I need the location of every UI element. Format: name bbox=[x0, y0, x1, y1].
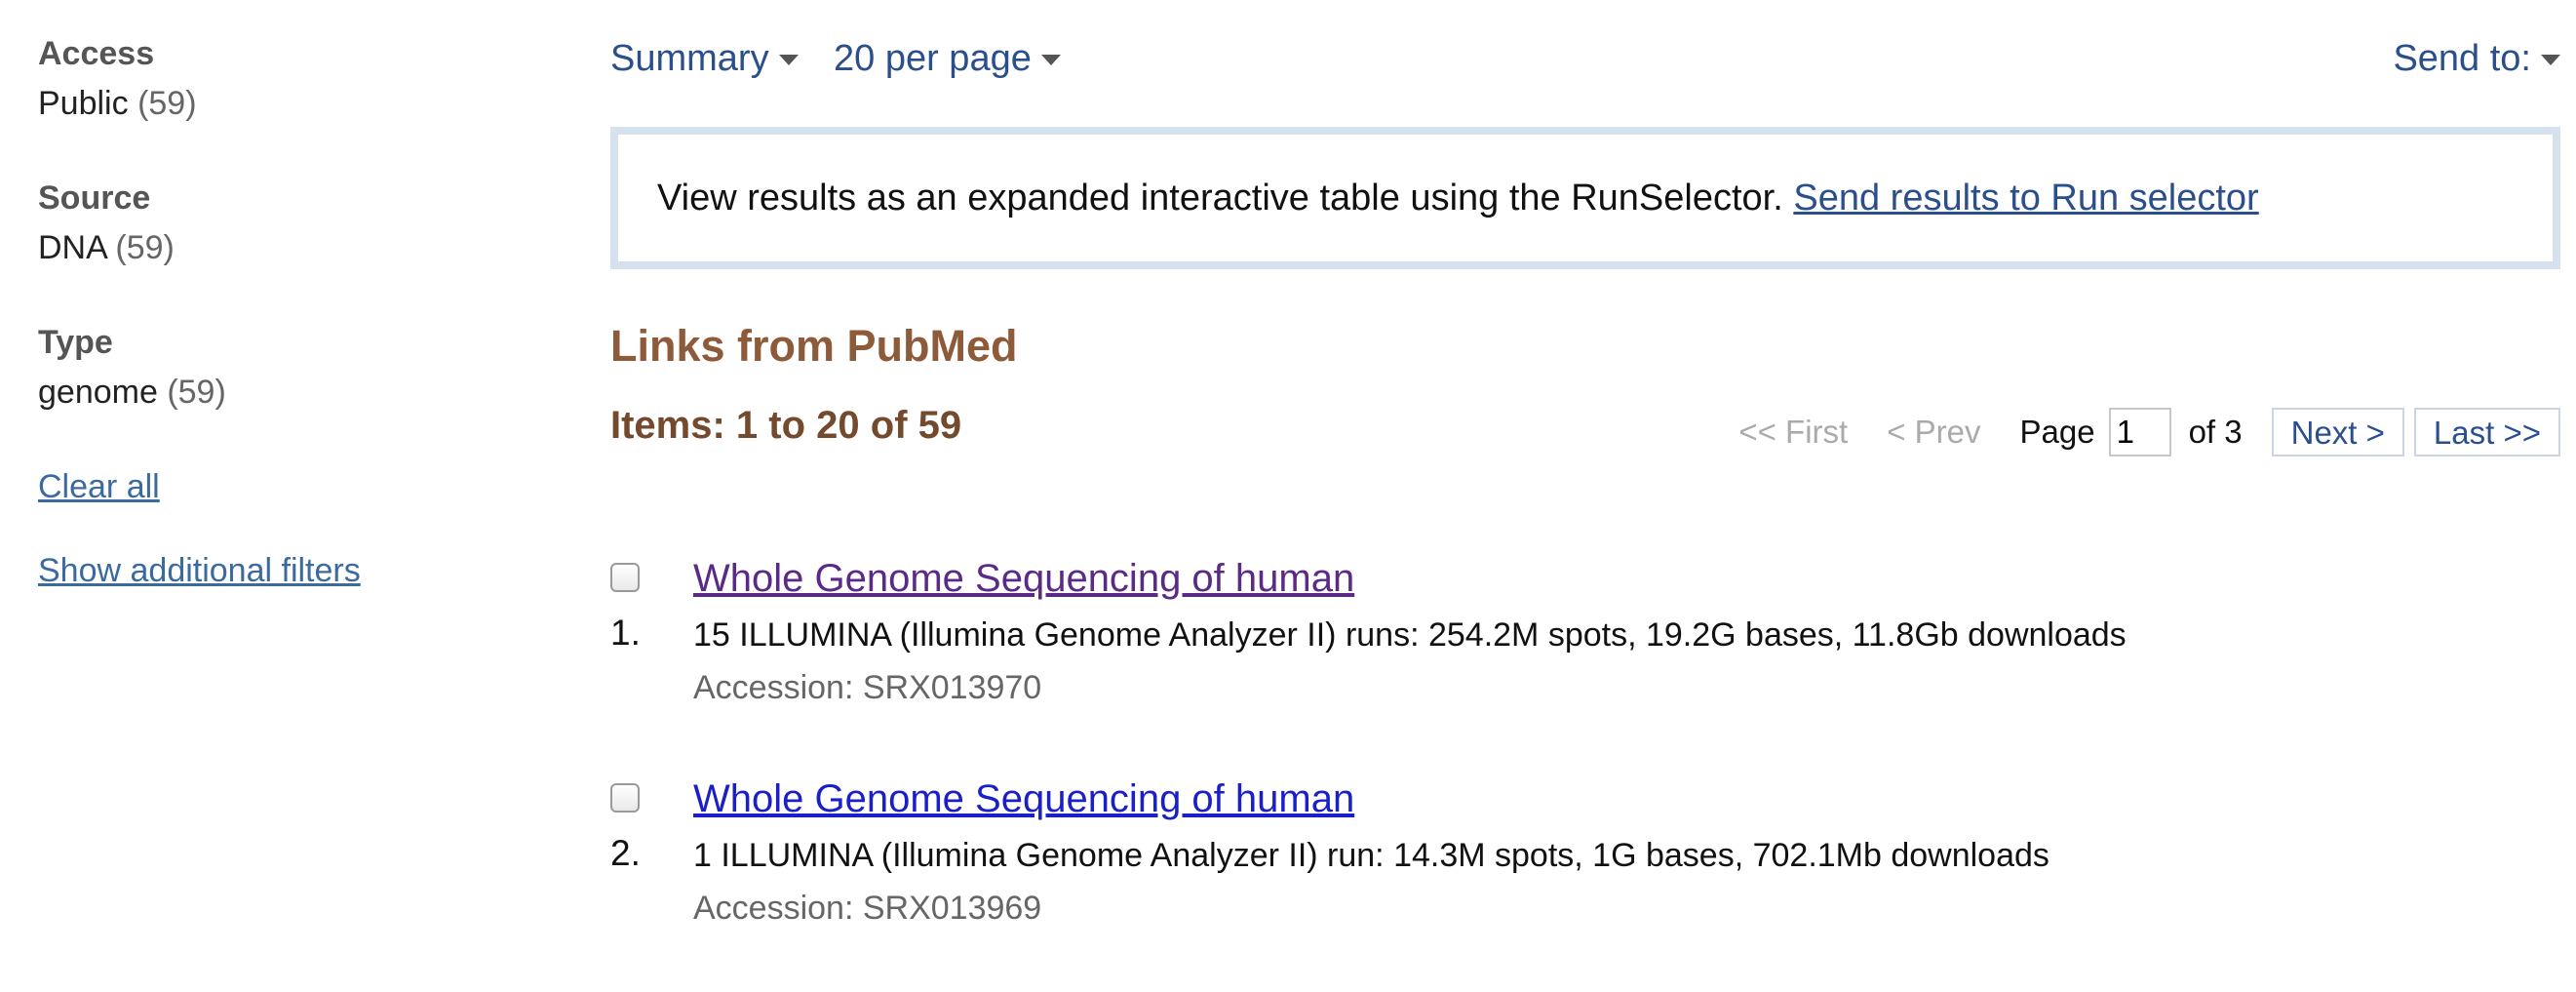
per-page-label[interactable]: 20 per page bbox=[834, 38, 1032, 79]
page-total: of 3 bbox=[2188, 414, 2243, 450]
result-accession: Accession: SRX013970 bbox=[693, 669, 1042, 706]
items-count: Items: 1 to 20 of 59 bbox=[610, 404, 962, 447]
result-number: 2. bbox=[610, 833, 641, 873]
facet-title-source: Source bbox=[38, 179, 151, 217]
facet-item-label[interactable]: genome bbox=[38, 374, 158, 411]
caret-down-icon bbox=[778, 55, 799, 66]
caret-down-icon bbox=[2541, 55, 2560, 66]
banner-text: View results as an expanded interactive … bbox=[657, 135, 2259, 261]
facet-item-count: (59) bbox=[167, 374, 226, 411]
pagination: << First < Prev Page of 3 Next > Last >> bbox=[1738, 406, 2560, 458]
prev-page-link: < Prev bbox=[1887, 414, 1981, 450]
send-to-label[interactable]: Send to: bbox=[2393, 38, 2531, 79]
result-accession: Accession: SRX013969 bbox=[693, 890, 1042, 927]
section-title: Links from PubMed bbox=[610, 321, 1018, 371]
page-label: Page bbox=[2019, 414, 2095, 450]
result-checkbox[interactable] bbox=[610, 563, 640, 592]
last-page-button[interactable]: Last >> bbox=[2413, 408, 2560, 456]
page: Access Public (59) Source DNA (59) Type … bbox=[38, 0, 2560, 952]
facet-item-label[interactable]: DNA bbox=[38, 229, 106, 266]
send-to-dropdown[interactable]: Send to: bbox=[2393, 29, 2560, 88]
results-toolbar: Summary 20 per page Send to: bbox=[610, 29, 2560, 88]
send-to-run-selector-link[interactable]: Send results to Run selector bbox=[1793, 178, 2259, 218]
first-page-link: << First bbox=[1738, 414, 1849, 450]
facet-title-access: Access bbox=[38, 35, 155, 72]
facet-item-genome[interactable]: genome (59) bbox=[38, 367, 506, 417]
facet-item-count: (59) bbox=[115, 229, 175, 266]
result-title-link[interactable]: Whole Genome Sequencing of human bbox=[693, 777, 1355, 820]
summary-format-label[interactable]: Summary bbox=[610, 38, 769, 79]
facet-item-public[interactable]: Public (59) bbox=[38, 78, 506, 129]
result-description: 15 ILLUMINA (Illumina Genome Analyzer II… bbox=[693, 616, 2127, 654]
clear-all-link[interactable]: Clear all bbox=[38, 468, 160, 505]
page-number-input[interactable] bbox=[2108, 408, 2171, 456]
caret-down-icon bbox=[1040, 55, 1061, 66]
results-list: 1. Whole Genome Sequencing of human 15 I… bbox=[610, 551, 2560, 992]
facet-access: Access Public (59) bbox=[38, 29, 506, 129]
main-content: Summary 20 per page Send to: View result… bbox=[610, 0, 2560, 952]
banner-message: View results as an expanded interactive … bbox=[657, 178, 1783, 218]
result-description: 1 ILLUMINA (Illumina Genome Analyzer II)… bbox=[693, 837, 2049, 874]
facet-title-type: Type bbox=[38, 324, 113, 361]
show-additional-filters-link[interactable]: Show additional filters bbox=[38, 552, 361, 589]
result-title-link[interactable]: Whole Genome Sequencing of human bbox=[693, 557, 1355, 600]
list-item: 2. Whole Genome Sequencing of human 1 IL… bbox=[610, 772, 2560, 992]
result-number: 1. bbox=[610, 613, 641, 653]
run-selector-banner: View results as an expanded interactive … bbox=[610, 127, 2560, 269]
facet-type: Type genome (59) bbox=[38, 318, 506, 417]
per-page-dropdown[interactable]: 20 per page bbox=[834, 29, 1061, 88]
result-checkbox[interactable] bbox=[610, 783, 640, 813]
summary-format-dropdown[interactable]: Summary bbox=[610, 29, 799, 88]
facet-item-label[interactable]: Public bbox=[38, 85, 129, 122]
list-item: 1. Whole Genome Sequencing of human 15 I… bbox=[610, 551, 2560, 772]
facet-source: Source DNA (59) bbox=[38, 174, 506, 273]
filter-sidebar: Access Public (59) Source DNA (59) Type … bbox=[38, 29, 506, 595]
next-page-button[interactable]: Next > bbox=[2271, 408, 2404, 456]
facet-item-count: (59) bbox=[137, 85, 197, 122]
facet-item-dna[interactable]: DNA (59) bbox=[38, 222, 506, 273]
